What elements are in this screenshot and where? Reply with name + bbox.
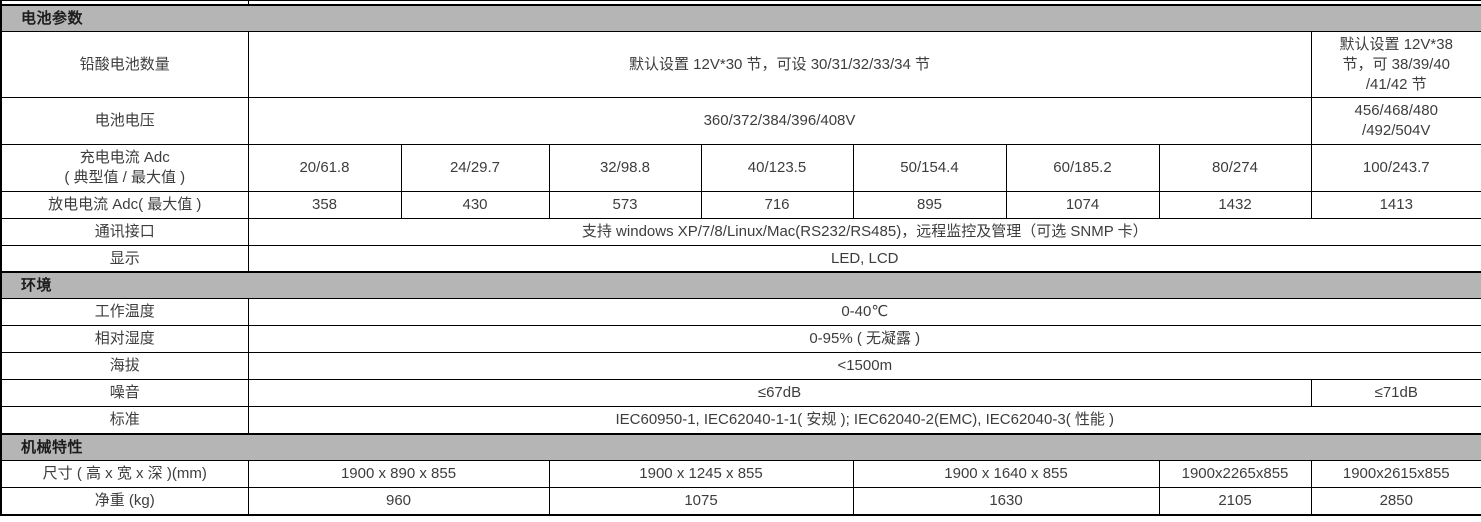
value-cell-dimensions-0: 1900 x 890 x 855	[247, 460, 550, 489]
value-cell-net-weight-0: 960	[247, 487, 550, 516]
section-header-battery-params: 电池参数	[0, 4, 1481, 32]
value-cell-charge-current-1: 24/29.7	[400, 143, 550, 192]
spec-row-charge-current: 充电电流 Adc ( 典型值 / 最大值 ) 20/61.8 24/29.7 32/9…	[0, 143, 1481, 192]
row-label-comm-interface: 通讯接口	[0, 217, 249, 246]
row-label-discharge-current: 放电电流 Adc( 最大值 )	[0, 190, 249, 219]
value-cell-discharge-current-5: 1074	[1005, 190, 1160, 219]
spec-row-lead-acid-battery-count: 铅酸电池数量 默认设置 12V*30 节，可设 30/31/32/33/34 节默…	[0, 30, 1481, 99]
section-row-environment: 环境	[0, 271, 1481, 300]
value-cell-charge-current-4: 50/154.4	[852, 143, 1007, 192]
value-cell-relative-humidity-0: 0-95% ( 无凝露 )	[247, 325, 1481, 354]
section-row-battery-params: 电池参数	[0, 4, 1481, 32]
value-cell-charge-current-0: 20/61.8	[247, 143, 402, 192]
spec-row-relative-humidity: 相对湿度 0-95% ( 无凝露 )	[0, 325, 1481, 354]
row-label-operating-temp: 工作温度	[0, 298, 249, 327]
value-cell-dimensions-4: 1900x2615x855	[1310, 460, 1481, 489]
spec-row-battery-voltage: 电池电压 360/372/384/396/408V 456/468/480 /492…	[0, 97, 1481, 145]
row-label-noise: 噪音	[0, 379, 249, 408]
value-cell-discharge-current-2: 573	[548, 190, 702, 219]
value-cell-discharge-current-6: 1432	[1158, 190, 1312, 219]
row-label-standard: 标准	[0, 406, 249, 435]
value-cell-dimensions-2: 1900 x 1640 x 855	[852, 460, 1160, 489]
value-cell-standard-0: IEC60950-1, IEC62040-1-1( 安规 ); IEC62040…	[247, 406, 1481, 435]
value-cell-charge-current-3: 40/123.5	[700, 143, 854, 192]
value-cell-altitude-0: <1500m	[247, 352, 1481, 381]
section-header-mechanical: 机械特性	[0, 433, 1481, 462]
value-cell-noise-0: ≤67dB	[247, 379, 1312, 408]
value-cell-discharge-current-4: 895	[852, 190, 1007, 219]
value-cell-discharge-current-3: 716	[700, 190, 854, 219]
value-cell-discharge-current-0: 358	[247, 190, 402, 219]
row-label-charge-current: 充电电流 Adc ( 典型值 / 最大值 )	[0, 143, 249, 192]
row-label-battery-voltage: 电池电压	[0, 97, 249, 145]
value-cell-battery-voltage-0: 360/372/384/396/408V	[247, 97, 1312, 145]
value-cell-net-weight-2: 1630	[852, 487, 1160, 516]
row-label-dimensions: 尺寸 ( 高 x 宽 x 深 )(mm)	[0, 460, 249, 489]
spec-row-standard: 标准 IEC60950-1, IEC62040-1-1( 安规 ); IEC620…	[0, 406, 1481, 435]
spec-row-comm-interface: 通讯接口 支持 windows XP/7/8/Linux/Mac(RS232/RS…	[0, 217, 1481, 246]
row-label-lead-acid-battery-count: 铅酸电池数量	[0, 30, 249, 99]
section-row-mechanical: 机械特性	[0, 433, 1481, 462]
value-cell-charge-current-5: 60/185.2	[1005, 143, 1160, 192]
value-cell-charge-current-7: 100/243.7	[1310, 143, 1481, 192]
value-cell-net-weight-1: 1075	[548, 487, 854, 516]
value-cell-noise-1: ≤71dB	[1310, 379, 1481, 408]
value-cell-display-0: LED, LCD	[247, 244, 1481, 273]
row-label-display: 显示	[0, 244, 249, 273]
value-cell-net-weight-3: 2105	[1158, 487, 1312, 516]
row-label-net-weight: 净重 (kg)	[0, 487, 249, 516]
spec-row-dimensions: 尺寸 ( 高 x 宽 x 深 )(mm) 1900 x 890 x 855 1900…	[0, 460, 1481, 489]
spec-row-altitude: 海拔 <1500m	[0, 352, 1481, 381]
value-cell-discharge-current-1: 430	[400, 190, 550, 219]
row-label-altitude: 海拔	[0, 352, 249, 381]
row-label-relative-humidity: 相对湿度	[0, 325, 249, 354]
value-cell-dimensions-1: 1900 x 1245 x 855	[548, 460, 854, 489]
value-cell-charge-current-6: 80/274	[1158, 143, 1312, 192]
section-header-environment: 环境	[0, 271, 1481, 300]
value-cell-lead-acid-battery-count-0: 默认设置 12V*30 节，可设 30/31/32/33/34 节	[247, 30, 1312, 99]
value-cell-charge-current-2: 32/98.8	[548, 143, 702, 192]
value-cell-comm-interface-0: 支持 windows XP/7/8/Linux/Mac(RS232/RS485)…	[247, 217, 1481, 246]
spec-row-display: 显示 LED, LCD	[0, 244, 1481, 273]
spec-row-discharge-current: 放电电流 Adc( 最大值 ) 358 430 573 716 895 1074 1432 14…	[0, 190, 1481, 219]
spec-row-noise: 噪音 ≤67dB ≤71dB	[0, 379, 1481, 408]
spec-row-net-weight: 净重 (kg) 960 1075 1630 2105 2850	[0, 487, 1481, 516]
value-cell-dimensions-3: 1900x2265x855	[1158, 460, 1312, 489]
value-cell-net-weight-4: 2850	[1310, 487, 1481, 516]
spec-row-operating-temp: 工作温度 0-40℃	[0, 298, 1481, 327]
value-cell-lead-acid-battery-count-1: 默认设置 12V*38 节，可 38/39/40 /41/42 节	[1310, 30, 1481, 99]
value-cell-discharge-current-7: 1413	[1310, 190, 1481, 219]
value-cell-battery-voltage-1: 456/468/480 /492/504V	[1310, 97, 1481, 145]
value-cell-operating-temp-0: 0-40℃	[247, 298, 1481, 327]
